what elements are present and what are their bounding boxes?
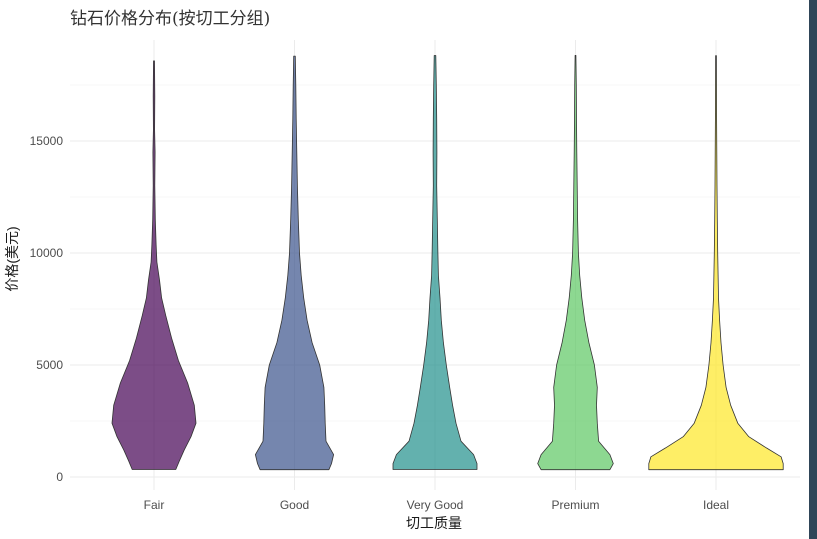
- x-tick-label: Good: [280, 498, 309, 512]
- x-tick-label: Fair: [144, 498, 165, 512]
- y-tick-label: 10000: [30, 246, 64, 260]
- violin-fair: [111, 60, 197, 470]
- x-tick-label: Premium: [551, 498, 599, 512]
- violin-good: [255, 55, 334, 471]
- tick-labels: Fair Good Very Good Premium Ideal 0 5000 10000 1…: [30, 134, 729, 512]
- x-axis-title: 切工质量: [406, 515, 462, 531]
- x-tick-label: Very Good: [407, 498, 464, 512]
- violin-ideal: [648, 55, 784, 471]
- y-tick-label: 5000: [36, 358, 63, 372]
- y-tick-label: 0: [56, 470, 63, 484]
- violin-premium: [537, 55, 614, 471]
- window-edge: [809, 0, 817, 539]
- x-tick-label: Ideal: [703, 498, 729, 512]
- y-axis-title: 价格(美元): [4, 226, 20, 291]
- chart-title: 钻石价格分布(按切工分组): [70, 9, 270, 29]
- violins: [111, 55, 784, 471]
- violin-very-good: [392, 55, 478, 470]
- y-tick-label: 15000: [30, 134, 64, 148]
